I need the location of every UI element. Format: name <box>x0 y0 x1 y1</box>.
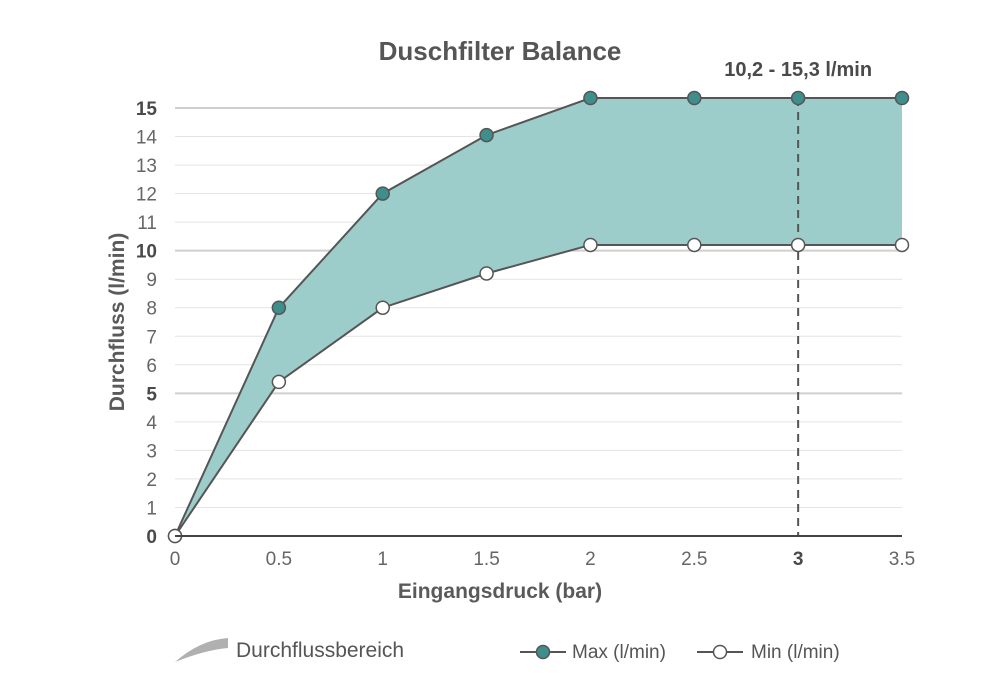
y-tick-label: 9 <box>146 270 157 291</box>
max-point <box>894 90 910 106</box>
range-annotation: 10,2 - 15,3 l/min <box>724 59 872 81</box>
legend-band-swatch <box>175 638 228 662</box>
legend-min-marker <box>712 644 728 660</box>
y-tick-label: 2 <box>146 470 157 491</box>
max-point <box>375 186 390 201</box>
min-point <box>479 266 494 281</box>
y-tick-label: 10 <box>136 242 157 263</box>
y-tick-label: 4 <box>146 413 157 434</box>
legend-band-label: Durchflussbereich <box>236 639 404 662</box>
y-tick-label: 13 <box>136 156 157 177</box>
x-tick-label: 1 <box>377 549 388 570</box>
min-point <box>271 374 287 390</box>
y-tick-label: 7 <box>146 327 157 348</box>
y-tick-label: 11 <box>137 213 157 234</box>
x-tick-label: 3.5 <box>889 549 915 570</box>
x-tick-label: 0.5 <box>266 549 292 570</box>
min-point <box>375 300 390 315</box>
y-tick-label: 8 <box>146 299 157 320</box>
y-tick-label: 15 <box>136 99 158 120</box>
min-point <box>894 237 910 253</box>
min-point <box>583 237 598 253</box>
min-point <box>687 237 702 253</box>
flow-range-band <box>175 98 902 536</box>
x-tick-label: 2.5 <box>681 549 707 570</box>
max-point <box>271 300 287 315</box>
y-tick-label: 0 <box>146 527 157 548</box>
x-tick-label: 1.5 <box>473 549 499 570</box>
y-tick-label: 1 <box>146 498 157 519</box>
min-series-line <box>174 243 902 537</box>
x-tick-label: 3 <box>793 549 804 570</box>
y-tick-label: 12 <box>136 185 157 206</box>
y-axis-label: Durchfluss (l/min) <box>106 233 129 412</box>
legend-min-label: Min (l/min) <box>751 642 840 663</box>
legend-max-label: Max (l/min) <box>572 642 666 663</box>
y-tick-label: 6 <box>146 356 157 377</box>
y-tick-label: 5 <box>146 384 157 405</box>
y-tick-label: 14 <box>136 128 158 149</box>
x-tick-label: 0 <box>170 549 181 570</box>
max-point <box>687 90 702 106</box>
max-point <box>583 90 598 106</box>
min-point <box>790 237 806 253</box>
max-point <box>790 90 806 106</box>
legend-max-marker <box>535 644 551 660</box>
y-tick-label: 3 <box>146 441 157 462</box>
x-axis-label: Eingangsdruck (bar) <box>398 580 602 603</box>
flow-range-area <box>175 98 902 536</box>
series-markers <box>167 90 910 544</box>
max-point <box>479 127 494 143</box>
series-lines <box>174 97 902 537</box>
x-tick-label: 2 <box>585 549 596 570</box>
max-series-line <box>174 97 902 537</box>
legend: Durchflussbereich Max (l/min) Min (l/min… <box>175 638 840 663</box>
chart-title: Duschfilter Balance <box>379 36 622 66</box>
